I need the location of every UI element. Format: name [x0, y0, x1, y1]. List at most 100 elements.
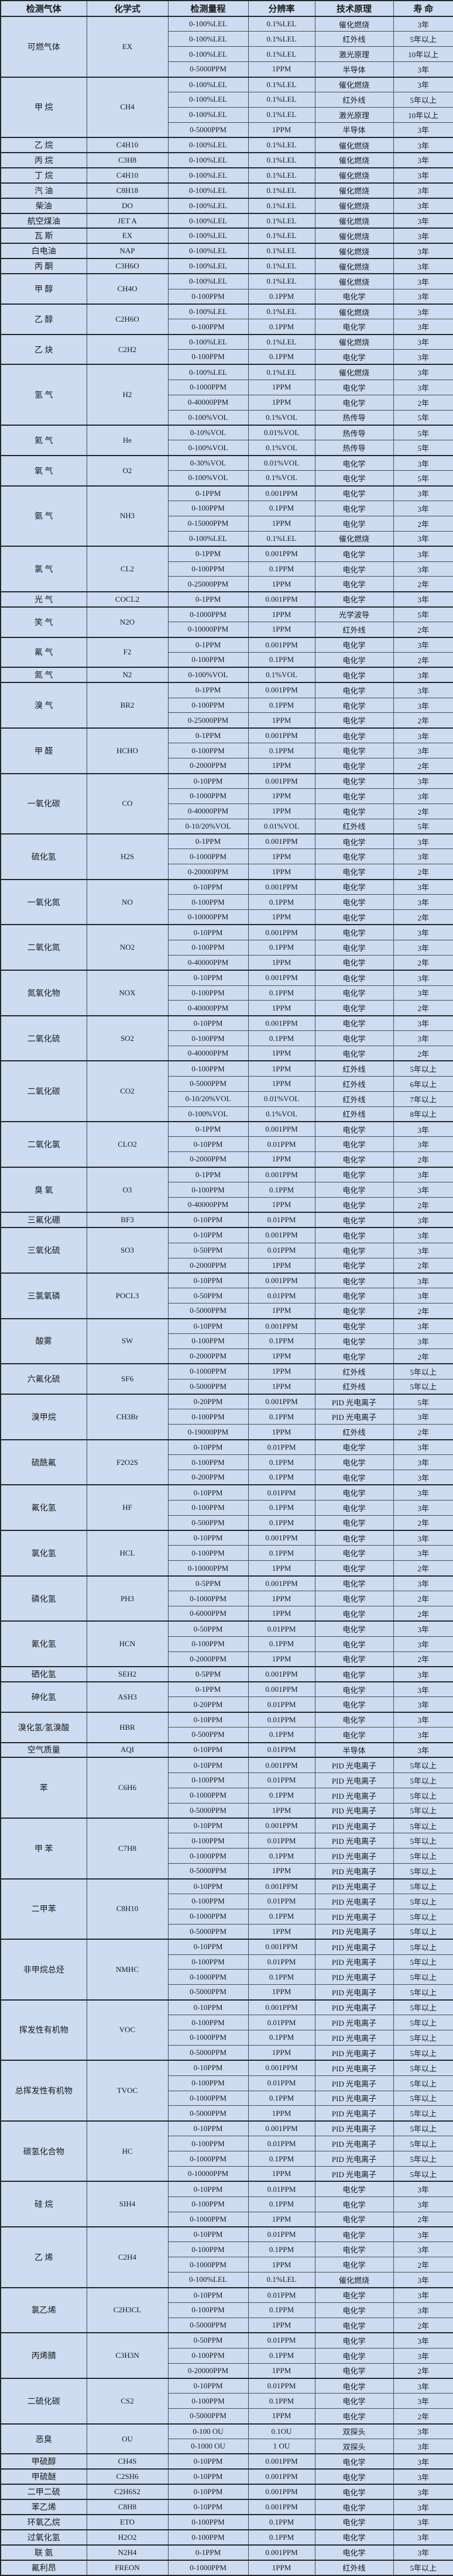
lifespan-cell: 3年: [393, 273, 453, 289]
formula-cell: TVOC: [86, 2060, 169, 2122]
table-row: 溴 气 BR2 0-1PPM 0.001PPM 电化学 3年: [0, 682, 453, 729]
lifespan-cell: 3年: [393, 970, 453, 986]
formula-cell: O3: [86, 1166, 169, 1213]
range-cell: 0-5000PPM: [167, 1863, 249, 1880]
table-row: 0-100PPM 0.01PPM PID 光电离子 5年以上: [1, 1954, 453, 1970]
principle-cell: PID 光电离子: [314, 1863, 394, 1880]
resolution-cell: 0.01%VOL: [248, 818, 315, 834]
formula-cell: C2H4: [86, 2226, 169, 2288]
gas-name-cell: 二氧化氮: [0, 924, 87, 971]
lifespan-cell: 3年: [393, 1711, 453, 1728]
principle-cell: 电化学: [314, 2453, 394, 2470]
principle-cell: 电化学: [314, 954, 394, 971]
principle-cell: PID 光电离子: [314, 1923, 394, 1940]
lifespan-cell: 5年以上: [393, 2136, 453, 2152]
table-row: 0-1000PPM 0.1PPM PID 光电离子 5年以上: [1, 1969, 453, 1985]
table-row: 过氧化氢 H2O2 0-100PPM 0.1PPM 电化学 3年: [0, 2529, 453, 2546]
range-cell: 0-100PPM: [167, 501, 249, 516]
table-row: 氟化氢 HF 0-10PPM 0.01PPM 电化学 3年: [0, 1484, 453, 1531]
lifespan-cell: 6年以上: [393, 1075, 453, 1092]
gas-name-cell: 光 气: [0, 591, 87, 608]
table-row: 0-1000PPM 0.1PPM PID 光电离子 5年以上: [1, 2029, 453, 2046]
resolution-cell: 1PPM: [248, 1000, 315, 1016]
lifespan-cell: 3年: [393, 1499, 453, 1516]
range-cell: 0-10PPM: [167, 1227, 249, 1243]
range-cell: 0-1000PPM: [167, 2559, 249, 2576]
range-cell: 0-10PPM: [167, 2484, 249, 2500]
resolution-cell: 0.01PPM: [248, 1620, 315, 1637]
gas-name-cell: 丁 烷: [0, 167, 87, 184]
table-row: 0-19000PPM 1PPM 红外线 2年: [1, 1424, 453, 1440]
range-cell: 0-1PPM: [167, 833, 249, 850]
principle-cell: PID 光电离子: [314, 2029, 394, 2046]
formula-cell: JET A: [86, 212, 169, 229]
table-row: 苯 C6H6 0-10PPM 0.001PPM PID 光电离子 5年以上: [0, 1757, 453, 1819]
lifespan-cell: 2年: [393, 864, 453, 880]
range-cell: 0-20000PPM: [167, 2363, 249, 2379]
lifespan-cell: 5年: [393, 818, 453, 834]
table-row: 非甲烷总烃 NMHC 0-10PPM 0.001PPM PID 光电离子 5年以上: [0, 1939, 453, 2001]
table-row: 0-20000PPM 1PPM 电化学 2年: [1, 2363, 453, 2379]
lifespan-cell: 5年以上: [393, 1969, 453, 1985]
range-cell: 0-100PPM: [167, 1060, 249, 1077]
resolution-cell: 1PPM: [248, 2408, 315, 2425]
table-row: 0-20PPM 0.01PPM 电化学 3年: [1, 1696, 453, 1713]
lifespan-cell: 3年: [393, 288, 453, 305]
principle-cell: PID 光电离子: [314, 2120, 394, 2137]
lifespan-cell: 2年: [393, 1151, 453, 1168]
formula-cell: HC: [86, 2120, 169, 2182]
table-row: 0-100%VOL 0.1%VOL 热传导 5年: [1, 409, 453, 426]
lifespan-cell: 3年: [393, 303, 453, 320]
principle-cell: 红外线: [314, 1424, 394, 1440]
range-cell: 0-5000PPM: [167, 1075, 249, 1092]
gas-name-cell: 六氟化硫: [0, 1363, 87, 1395]
table-row: 0-10/20%VOL 0.01%VOL 红外线 5年: [1, 818, 453, 834]
resolution-cell: 0.1PPM: [248, 2090, 315, 2106]
lifespan-cell: 3年: [393, 1409, 453, 1425]
lifespan-cell: 2年: [393, 758, 453, 774]
table-row: 臭 氧 O3 0-1PPM 0.001PPM 电化学 3年: [0, 1166, 453, 1213]
resolution-cell: 0.1PPM: [248, 894, 315, 911]
principle-cell: 电化学: [314, 697, 394, 713]
lifespan-cell: 3年: [393, 333, 453, 350]
principle-cell: 电化学: [314, 1136, 394, 1153]
principle-cell: 电化学: [314, 1545, 394, 1561]
principle-cell: 电化学: [314, 1636, 394, 1652]
resolution-cell: 0.1PPM: [248, 1787, 315, 1803]
range-cell: 0-5PPM: [167, 1666, 249, 1682]
header-principle: 技术原理: [314, 0, 394, 17]
resolution-cell: 1PPM: [248, 2559, 315, 2576]
range-cell: 0-10PPM: [167, 2181, 249, 2197]
lifespan-cell: 3年: [393, 894, 453, 911]
resolution-cell: 1PPM: [248, 2317, 315, 2333]
table-row: 0-5000PPM 1PPM 电化学 2年: [1, 2317, 453, 2333]
principle-cell: 催化燃烧: [314, 273, 394, 289]
resolution-cell: 1PPM: [248, 1046, 315, 1061]
principle-cell: 电化学: [314, 576, 394, 592]
lifespan-cell: 3年: [393, 561, 453, 577]
formula-cell: H2O2: [86, 2529, 169, 2546]
gas-name-cell: 笑 气: [0, 606, 87, 638]
principle-cell: PID 光电离子: [314, 1833, 394, 1849]
range-cell: 0-10PPM: [167, 1136, 249, 1153]
range-cell: 0-100PPM: [167, 1833, 249, 1849]
principle-cell: 电化学: [314, 773, 394, 789]
lifespan-cell: 3年: [393, 2423, 453, 2439]
resolution-cell: 0.001PPM: [248, 1757, 315, 1773]
lifespan-cell: 5年以上: [393, 1817, 453, 1834]
range-cell: 0-20000PPM: [167, 864, 249, 880]
resolution-cell: 1PPM: [248, 909, 315, 925]
gas-name-cell: 氰化氢: [0, 1620, 87, 1667]
range-cell: 0-1000PPM: [167, 849, 249, 865]
lifespan-cell: 5年以上: [393, 1363, 453, 1380]
principle-cell: 红外线: [314, 1075, 394, 1092]
lifespan-cell: 3年: [393, 1439, 453, 1456]
range-cell: 0-10PPM: [167, 2226, 249, 2243]
lifespan-cell: 3年: [393, 2453, 453, 2470]
range-cell: 0-100%LEL: [167, 243, 249, 259]
table-row: 二硫化碳 CS2 0-10PPM 0.01PPM 电化学 3年: [0, 2377, 453, 2425]
formula-cell: C2SH6: [86, 2468, 169, 2485]
principle-cell: PID 光电离子: [314, 1787, 394, 1803]
range-cell: 0-100%LEL: [167, 2272, 249, 2288]
principle-cell: PID 光电离子: [314, 1772, 394, 1788]
